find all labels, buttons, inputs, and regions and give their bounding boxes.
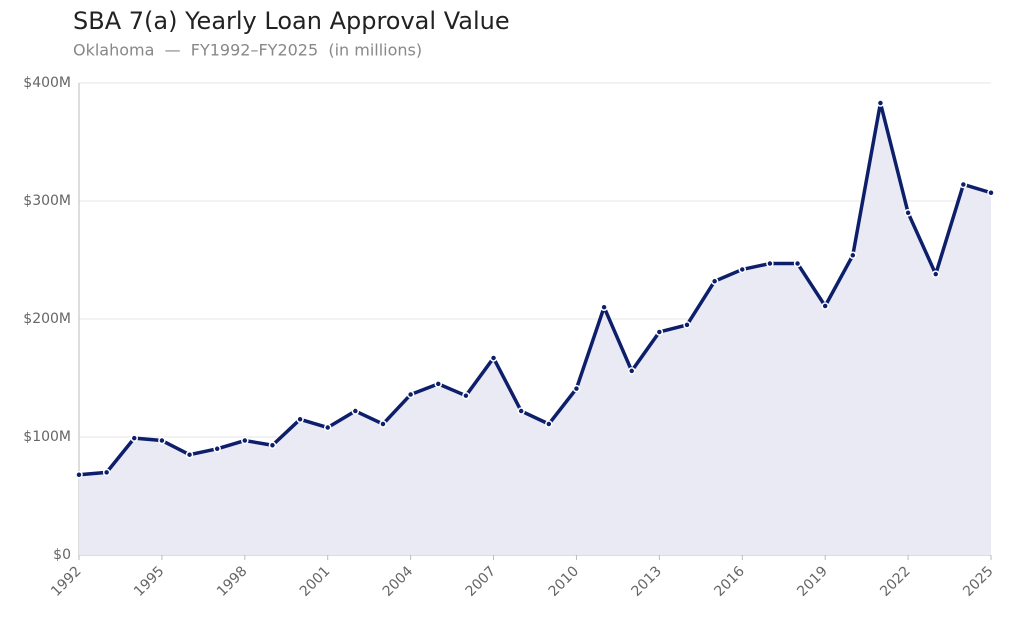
point — [434, 380, 443, 388]
point — [517, 407, 525, 415]
x-tick-label: 2019 — [794, 563, 831, 600]
point — [627, 367, 636, 375]
point — [158, 436, 166, 445]
point — [102, 468, 111, 477]
point — [987, 188, 995, 197]
x-tick-label: 2016 — [711, 563, 748, 600]
point — [296, 415, 304, 424]
line — [78, 101, 992, 477]
x-tick-label: 1992 — [48, 563, 85, 600]
x-tick-label: 2010 — [546, 563, 583, 600]
point — [75, 471, 83, 479]
point — [738, 265, 747, 274]
point — [130, 434, 139, 442]
point — [545, 420, 553, 428]
x-tick-label: 2025 — [960, 563, 997, 600]
y-tick-label: $200M — [23, 311, 71, 327]
point — [185, 450, 194, 459]
y-tick-label: $300M — [23, 193, 71, 209]
y-tick-label: $100M — [23, 429, 71, 445]
point — [821, 302, 829, 310]
chart-subtitle: Oklahoma — FY1992–FY2025 (in millions) — [73, 41, 422, 60]
point — [572, 384, 581, 393]
x-tick-label: 1995 — [131, 563, 168, 600]
point — [710, 277, 719, 285]
point — [406, 390, 415, 399]
point — [683, 321, 691, 329]
point — [793, 259, 802, 268]
point — [379, 420, 387, 428]
point — [323, 423, 332, 432]
x-tick-label: 2001 — [297, 563, 334, 600]
point — [489, 354, 498, 362]
point — [959, 180, 968, 189]
point — [904, 209, 912, 217]
point — [213, 445, 221, 453]
y-tick-label: $0 — [53, 547, 71, 563]
area — [79, 103, 991, 555]
x-tick-label: 2004 — [380, 563, 417, 600]
point — [876, 99, 885, 107]
point — [268, 441, 277, 450]
x-tick-label: 2022 — [877, 563, 914, 600]
point — [462, 391, 470, 400]
point — [849, 251, 857, 260]
x-tick-label: 2007 — [463, 563, 500, 600]
x-tick-label: 2013 — [629, 563, 666, 600]
point — [600, 303, 608, 311]
point — [931, 270, 940, 278]
point — [351, 407, 360, 415]
chart-title: SBA 7(a) Yearly Loan Approval Value — [73, 7, 510, 35]
point — [655, 328, 664, 336]
point — [241, 436, 249, 445]
point — [766, 259, 774, 268]
y-tick-label: $400M — [23, 75, 71, 91]
x-tick-label: 1998 — [214, 563, 251, 600]
